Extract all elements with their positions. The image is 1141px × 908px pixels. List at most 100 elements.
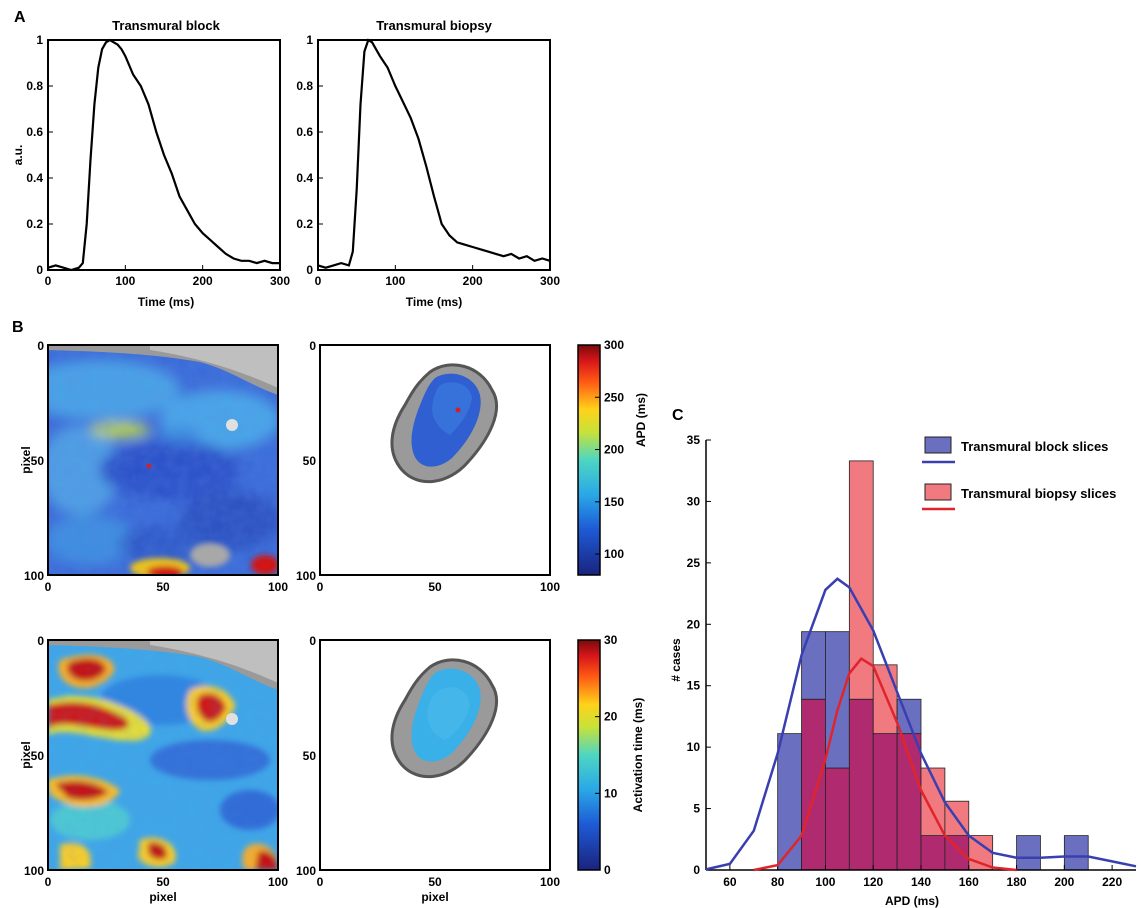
map-x-tick-label: 50 [428, 875, 442, 889]
map-y-tick-label: 100 [296, 864, 316, 878]
chart-a1-frame [47, 39, 281, 271]
y-tick-label: 1 [306, 33, 313, 47]
map-y-tick-label: 0 [37, 634, 44, 648]
overlap-bar [920, 835, 946, 871]
map-x-tick-label: 100 [268, 580, 288, 594]
y-tick-label: 0.8 [296, 79, 313, 93]
apd-map-biopsy [320, 345, 550, 575]
map-y-tick-label: 50 [303, 454, 317, 468]
x-tick-label: 0 [45, 274, 52, 288]
biopsy-bar [968, 835, 994, 871]
x-tick-label: 180 [1007, 875, 1027, 889]
y-tick-label: 30 [687, 494, 701, 508]
activation-map-block-frame [47, 639, 279, 871]
activation-map-ylabel: pixel [19, 741, 33, 768]
y-tick-label: 5 [693, 802, 700, 816]
y-tick-label: 1 [36, 33, 43, 47]
x-tick-label: 200 [193, 274, 213, 288]
y-tick-label: 20 [687, 617, 701, 631]
colorbar-tick-label: 150 [604, 495, 624, 509]
apd-map-block [48, 345, 278, 575]
map-y-tick-label: 50 [31, 749, 45, 763]
chart-a2-frame [317, 39, 551, 271]
map-y-tick-label: 0 [37, 339, 44, 353]
y-tick-label: 0 [306, 263, 313, 277]
map-y-tick-label: 100 [24, 569, 44, 583]
map-x-tick-label: 0 [45, 580, 52, 594]
activation-map-biopsy-frame [319, 639, 551, 871]
map-y-tick-label: 50 [31, 454, 45, 468]
apd-map-biopsy-frame [319, 344, 551, 576]
y-tick-label: 0 [693, 863, 700, 877]
legend-label: Transmural block slices [961, 439, 1108, 454]
colorbar-tick-label: 300 [604, 338, 624, 352]
y-tick-label: 25 [687, 556, 701, 570]
colorbar-tick-label: 10 [604, 786, 618, 800]
x-tick-label: 60 [723, 875, 737, 889]
map-x-tick-label: 0 [317, 580, 324, 594]
apd-map-ylabel: pixel [19, 446, 33, 473]
map-y-tick-label: 100 [296, 569, 316, 583]
chart-a2-xlabel: Time (ms) [406, 295, 462, 309]
legend-swatch [924, 483, 952, 501]
overlap-bar [872, 733, 898, 871]
activation-map-block [48, 640, 278, 870]
y-tick-label: 15 [687, 679, 701, 693]
legend-swatch [924, 436, 952, 454]
x-tick-label: 200 [463, 274, 483, 288]
x-tick-label: 220 [1102, 875, 1122, 889]
y-tick-label: 0 [36, 263, 43, 277]
map-x-tick-label: 0 [45, 875, 52, 889]
histogram-ylabel: # cases [669, 638, 683, 682]
map-y-tick-label: 0 [309, 634, 316, 648]
panel-letter-c: C [672, 407, 684, 424]
map-x-tick-label: 100 [540, 580, 560, 594]
map-x-tick-label: 50 [156, 580, 170, 594]
block-bar [1016, 835, 1041, 871]
activation-map-biopsy-xlabel: pixel [421, 890, 448, 904]
y-tick-label: 35 [687, 433, 701, 447]
legend-label: Transmural biopsy slices [961, 486, 1116, 501]
apd-map-block-frame [47, 344, 279, 576]
y-tick-label: 0.6 [296, 125, 313, 139]
activation-map-biopsy [320, 640, 550, 870]
overlap-bar [801, 698, 826, 871]
panel-letter-b: B [12, 319, 24, 336]
x-tick-label: 100 [115, 274, 135, 288]
x-tick-label: 120 [863, 875, 883, 889]
map-x-tick-label: 100 [540, 875, 560, 889]
x-tick-label: 200 [1054, 875, 1074, 889]
y-tick-label: 0.2 [296, 217, 313, 231]
y-tick-label: 0.4 [26, 171, 43, 185]
overlap-bar [825, 767, 850, 871]
map-x-tick-label: 0 [317, 875, 324, 889]
map-x-tick-label: 50 [156, 875, 170, 889]
map-x-tick-label: 100 [268, 875, 288, 889]
overlap-bar [848, 698, 874, 871]
activation-colorbar [577, 639, 601, 871]
map-y-tick-label: 0 [309, 339, 316, 353]
activation-colorbar-label: Activation time (ms) [631, 698, 645, 813]
x-tick-label: 160 [959, 875, 979, 889]
x-tick-label: 300 [540, 274, 560, 288]
map-y-tick-label: 100 [24, 864, 44, 878]
x-tick-label: 0 [315, 274, 322, 288]
colorbar-tick-label: 0 [604, 863, 611, 877]
colorbar-tick-label: 250 [604, 390, 624, 404]
map-x-tick-label: 50 [428, 580, 442, 594]
y-tick-label: 10 [687, 740, 701, 754]
y-tick-label: 0.8 [26, 79, 43, 93]
chart-a1-ylabel: a.u. [11, 145, 25, 166]
panel-letter-a: A [14, 9, 26, 26]
biopsy-bar [848, 460, 874, 700]
chart-a2-trace [317, 38, 551, 269]
colorbar-tick-label: 30 [604, 633, 618, 647]
x-tick-label: 300 [270, 274, 290, 288]
biopsy-fit-curve [753, 657, 1017, 872]
apd-colorbar-label: APD (ms) [634, 393, 648, 447]
colorbar-tick-label: 20 [604, 710, 618, 724]
block-fit-curve [705, 577, 1137, 871]
x-tick-label: 80 [771, 875, 785, 889]
histogram-xlabel: APD (ms) [885, 894, 939, 908]
